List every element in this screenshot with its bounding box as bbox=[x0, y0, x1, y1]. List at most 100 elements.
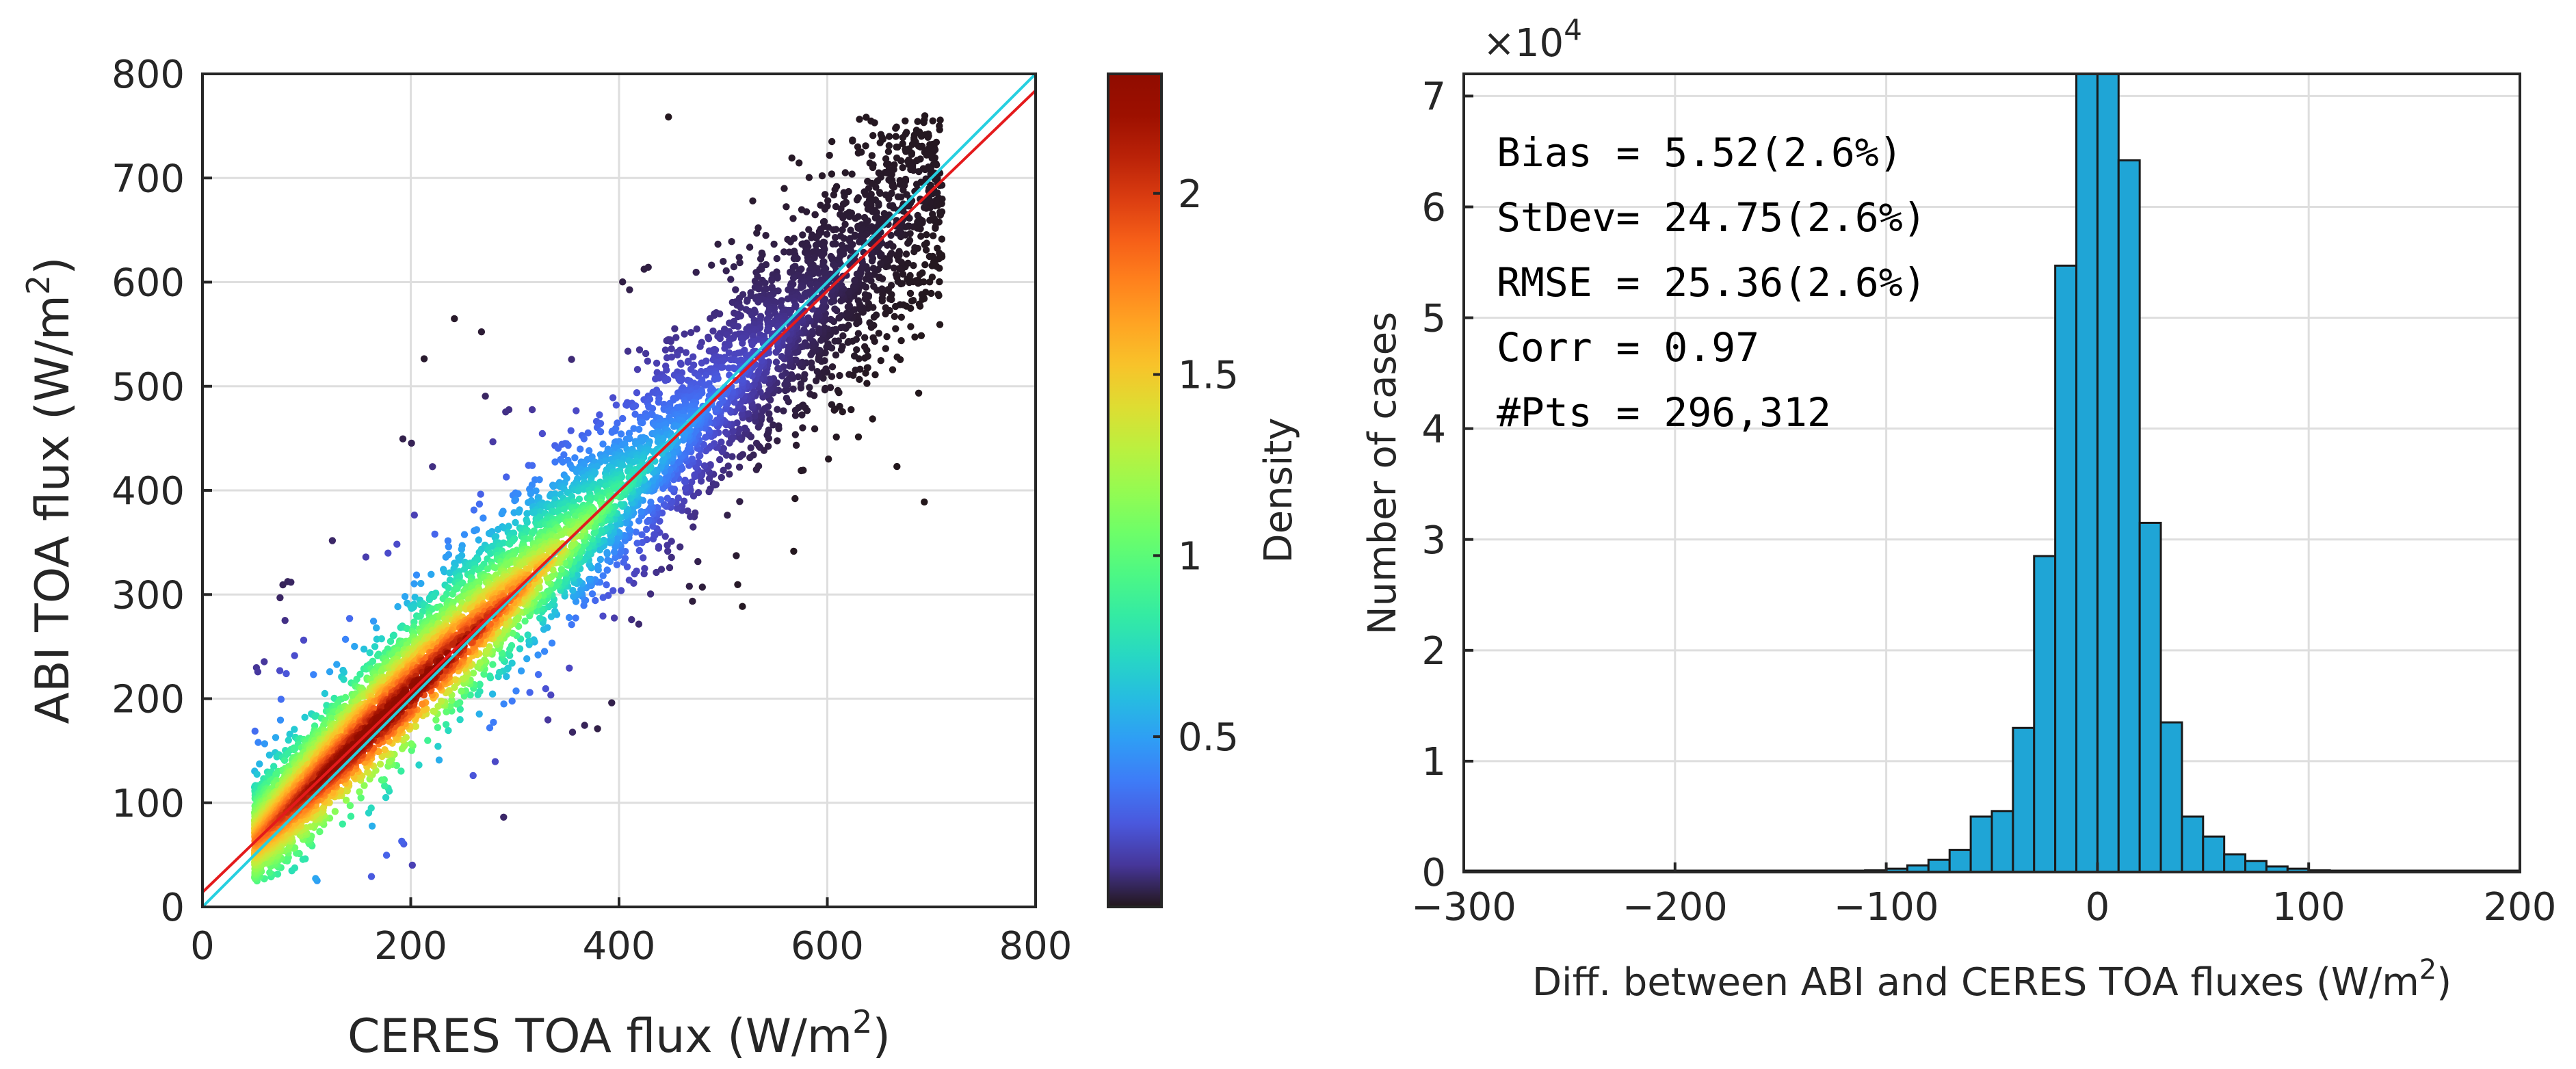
scatter-point bbox=[781, 386, 789, 395]
scatter-point bbox=[695, 452, 703, 460]
scatter-point bbox=[508, 697, 516, 705]
scatter-point bbox=[812, 241, 820, 249]
scatter-point bbox=[839, 214, 847, 222]
scatter-point bbox=[698, 583, 706, 591]
scatter-point bbox=[254, 668, 262, 676]
scatter-point bbox=[681, 476, 689, 484]
scatter-point bbox=[714, 240, 722, 248]
scatter-point bbox=[877, 357, 885, 365]
scatter-point bbox=[633, 540, 641, 547]
scatter-point bbox=[708, 261, 715, 269]
scatter-point bbox=[902, 223, 909, 230]
scatter-point bbox=[774, 406, 781, 413]
scatter-point bbox=[893, 229, 902, 237]
scatter-point bbox=[934, 291, 942, 298]
scatter-point bbox=[828, 298, 835, 306]
scatter-point bbox=[882, 345, 890, 352]
scatter-point bbox=[594, 725, 601, 733]
scatter-point bbox=[845, 213, 854, 220]
scatter-point bbox=[668, 553, 675, 562]
scatter-point bbox=[780, 185, 788, 192]
scatter-point bbox=[892, 124, 899, 132]
scatter-point bbox=[883, 333, 891, 341]
scatter-point bbox=[719, 363, 726, 371]
scatter-point bbox=[904, 239, 912, 247]
scatter-point bbox=[871, 371, 879, 379]
scatter-point bbox=[797, 284, 805, 291]
scatter-point bbox=[841, 192, 848, 200]
scatter-point bbox=[778, 372, 786, 380]
scatter-point bbox=[815, 269, 823, 277]
scatter-point bbox=[688, 478, 696, 486]
scatter-point bbox=[739, 339, 746, 347]
scatter-point bbox=[408, 439, 415, 447]
scatter-point bbox=[640, 554, 647, 562]
scatter-point bbox=[603, 581, 610, 589]
scatter-point bbox=[911, 244, 919, 252]
scatter-point bbox=[603, 549, 611, 557]
scatter-point bbox=[517, 667, 525, 675]
scatter-point bbox=[910, 166, 917, 174]
scatter-point bbox=[689, 523, 697, 531]
scatter-point bbox=[826, 151, 833, 159]
scatter-point bbox=[907, 323, 915, 330]
scatter-point bbox=[865, 271, 872, 278]
scatter-point bbox=[707, 485, 714, 492]
scatter-point bbox=[882, 310, 889, 318]
scatter-point bbox=[837, 205, 845, 213]
scatter-point bbox=[384, 549, 392, 557]
scatter-point bbox=[503, 473, 510, 481]
scatter-point bbox=[801, 371, 809, 378]
scatter-point bbox=[573, 407, 580, 414]
scatter-point bbox=[722, 428, 730, 436]
scatter-point bbox=[724, 462, 732, 470]
scatter-point bbox=[508, 642, 516, 650]
scatter-point bbox=[813, 235, 820, 242]
scatter-point bbox=[536, 476, 543, 484]
scatter-point bbox=[917, 233, 925, 240]
scatter-point bbox=[862, 142, 869, 150]
scatter-point bbox=[429, 463, 436, 471]
scatter-point bbox=[809, 328, 817, 335]
scatter-point bbox=[870, 282, 878, 290]
scatter-point bbox=[345, 615, 354, 622]
scatter-point bbox=[856, 116, 863, 123]
scatter-point bbox=[799, 231, 806, 239]
scatter-point bbox=[420, 355, 428, 362]
scatter-point bbox=[434, 724, 442, 732]
scatter-point bbox=[863, 114, 870, 121]
scatter-point bbox=[489, 661, 497, 668]
scatter-point bbox=[454, 585, 461, 592]
scatter-point bbox=[789, 215, 797, 222]
scatter-point bbox=[469, 771, 477, 780]
scatter-point bbox=[566, 664, 573, 672]
scatter-point bbox=[373, 624, 380, 632]
scatter-point bbox=[653, 568, 660, 577]
scatter-point bbox=[777, 298, 785, 306]
scatter-point bbox=[917, 133, 925, 140]
scatter-point bbox=[424, 737, 432, 744]
scatter-point bbox=[774, 365, 782, 372]
scatter-point bbox=[534, 671, 542, 678]
scatter-point bbox=[254, 739, 262, 746]
scatter-point bbox=[685, 583, 693, 590]
scatter-point bbox=[830, 226, 837, 234]
scatter-point bbox=[763, 327, 772, 334]
scatter-point bbox=[805, 226, 813, 233]
scatter-point bbox=[592, 596, 599, 605]
scatter-point bbox=[731, 351, 739, 358]
scatter-point bbox=[676, 543, 684, 551]
scatter-point bbox=[866, 319, 873, 327]
scatter-point bbox=[410, 511, 418, 519]
scatter-point bbox=[647, 499, 655, 506]
scatter-point bbox=[577, 445, 584, 453]
scatter-point bbox=[640, 265, 648, 273]
scatter-point bbox=[796, 159, 803, 167]
scatter-point bbox=[594, 562, 602, 570]
scatter-point bbox=[910, 262, 917, 269]
scatter-point bbox=[789, 385, 797, 393]
scatter-point bbox=[540, 648, 549, 655]
scatter-point bbox=[408, 861, 416, 869]
scatter-point bbox=[640, 570, 648, 578]
scatter-point bbox=[734, 323, 742, 330]
